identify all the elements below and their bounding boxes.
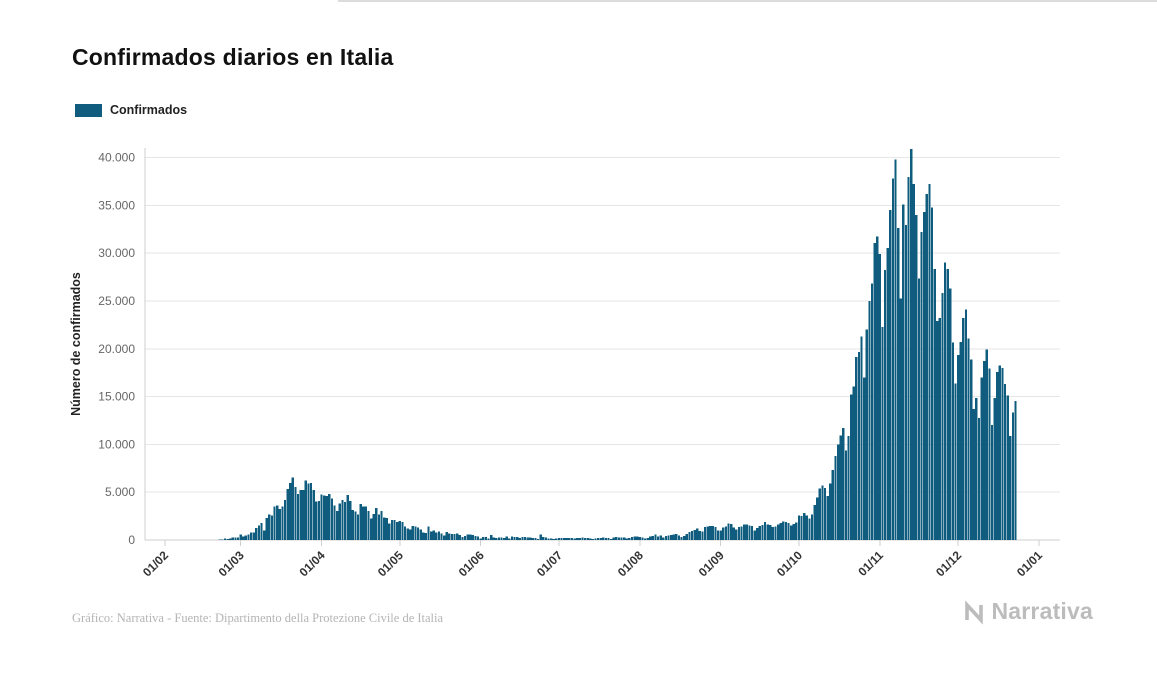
x-tick-label: 01/08 bbox=[615, 548, 646, 579]
narrativa-logo-icon bbox=[965, 599, 984, 625]
y-tick-label: 35.000 bbox=[98, 198, 135, 212]
brand-name: Narrativa bbox=[991, 598, 1093, 624]
brand: Narrativa bbox=[962, 598, 1093, 625]
top-border bbox=[338, 0, 1157, 2]
axes bbox=[144, 148, 1060, 541]
bar-series-confirmados bbox=[216, 148, 1017, 541]
x-tick-label: 01/01 bbox=[1014, 548, 1045, 579]
x-tick-label: 01/07 bbox=[534, 548, 565, 579]
y-tick-label: 40.000 bbox=[98, 151, 135, 165]
y-tick-label: 5.000 bbox=[105, 485, 135, 499]
x-tick-label: 01/06 bbox=[456, 548, 487, 579]
y-tick-label: 0 bbox=[128, 533, 135, 547]
page-title: Confirmados diarios en Italia bbox=[72, 44, 394, 70]
legend-item-confirmados[interactable]: Confirmados bbox=[75, 103, 187, 117]
x-axis-labels: 01/02 01/03 01/04 01/05 01/06 01/07 01/08 01/09… bbox=[140, 540, 1045, 579]
x-tick-label: 01/04 bbox=[297, 548, 328, 579]
legend-label: Confirmados bbox=[110, 103, 188, 117]
x-tick-label: 01/12 bbox=[933, 548, 964, 579]
y-tick-label: 30.000 bbox=[98, 246, 135, 260]
y-axis-title: Número de confirmados bbox=[69, 272, 83, 416]
y-tick-label: 25.000 bbox=[98, 294, 135, 308]
y-axis-labels: 0 5.000 10.000 15.000 20.000 25.000 30.000 35.0… bbox=[98, 151, 135, 547]
x-tick-label: 01/02 bbox=[140, 548, 171, 579]
x-tick-label: 01/03 bbox=[216, 548, 247, 579]
y-tick-label: 15.000 bbox=[98, 390, 135, 404]
credit-text: Gráfico: Narrativa - Fuente: Dipartiment… bbox=[72, 611, 444, 625]
x-tick-label: 01/09 bbox=[696, 548, 727, 579]
x-tick-label: 01/10 bbox=[774, 548, 805, 579]
y-tick-label: 20.000 bbox=[98, 342, 135, 356]
x-tick-label: 01/11 bbox=[855, 548, 886, 579]
gridlines bbox=[145, 157, 1060, 541]
x-tick-label: 01/05 bbox=[375, 548, 406, 579]
y-tick-label: 10.000 bbox=[98, 437, 135, 451]
legend-swatch bbox=[75, 103, 102, 117]
